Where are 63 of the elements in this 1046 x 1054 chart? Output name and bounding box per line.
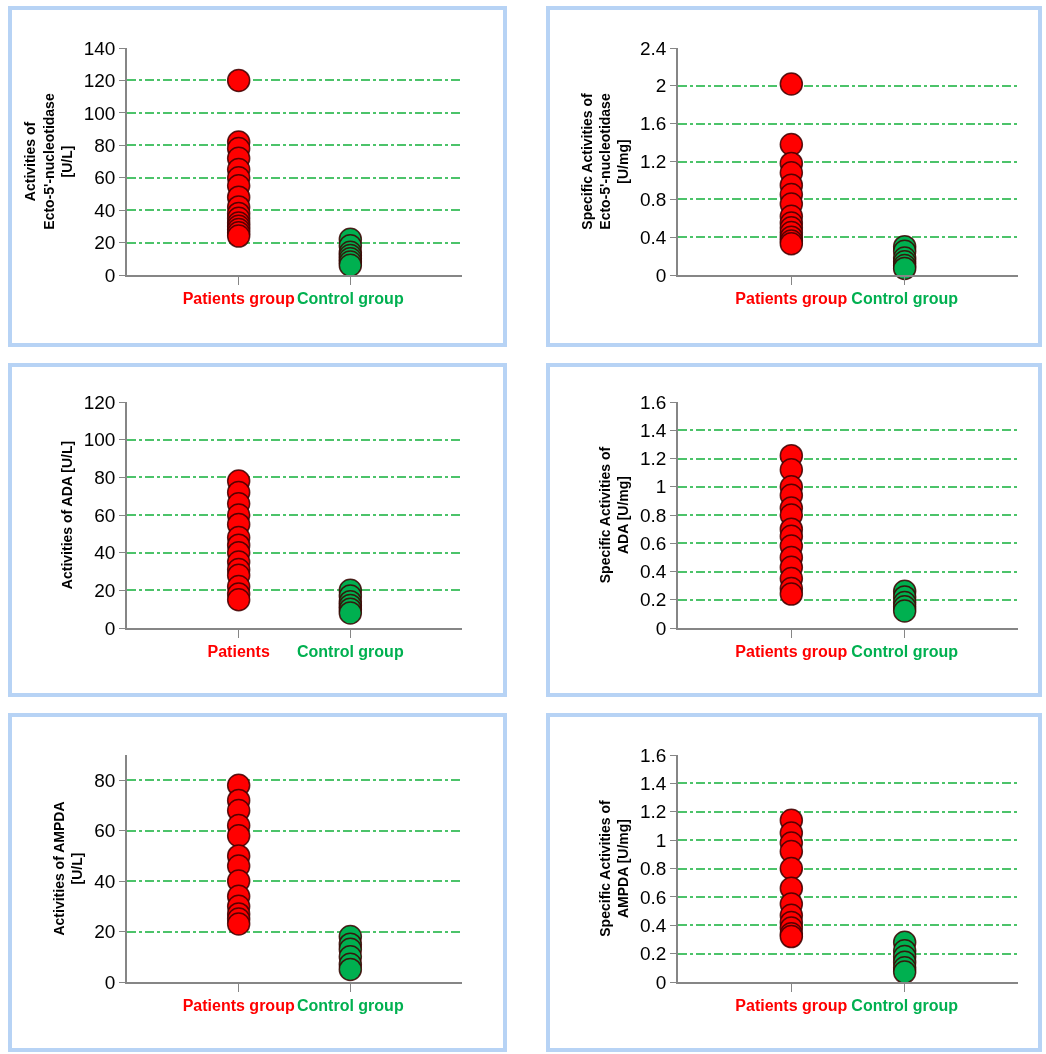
- x-tick-label: Control group: [297, 289, 404, 307]
- x-tick-label: Control group: [851, 642, 959, 660]
- y-tick-label: 80: [94, 769, 116, 791]
- y-tick-label: 0: [655, 971, 667, 993]
- y-tick-label: 80: [94, 134, 116, 156]
- y-tick-label: 100: [83, 429, 116, 451]
- y-axis-title: Specific Activities of Ecto-5'-nucleotidase [U/mg]: [578, 92, 632, 230]
- y-tick-label: 1.2: [640, 448, 667, 470]
- y-tick-label: 1.6: [640, 744, 667, 766]
- y-tick-label: 40: [94, 870, 116, 892]
- y-tick-label: 60: [94, 504, 116, 526]
- x-tick-label: Patients group: [735, 289, 848, 307]
- y-tick-label: 0.4: [640, 914, 667, 936]
- y-tick-label: 0.8: [640, 858, 667, 880]
- y-tick-label: 0.4: [640, 561, 667, 583]
- y-tick-label: 60: [94, 167, 116, 189]
- y-tick-label: 1.6: [640, 113, 667, 135]
- y-tick-label: 1: [655, 829, 667, 851]
- y-tick-label: 0: [104, 971, 116, 993]
- y-tick-label: 1.2: [640, 151, 667, 173]
- y-tick-label: 0: [104, 264, 116, 286]
- y-tick-label: 60: [94, 820, 116, 842]
- y-tick-label: 100: [83, 102, 116, 124]
- x-tick-label: Patients group: [735, 642, 848, 660]
- y-tick-label: 1: [655, 476, 667, 498]
- y-axis-title: Specific Activities of AMPDA [U/mg]: [596, 799, 632, 937]
- y-tick-label: 140: [83, 37, 116, 59]
- y-tick-label: 1.4: [640, 419, 667, 441]
- y-tick-label: 20: [94, 921, 116, 943]
- x-tick-label: Patients: [207, 642, 270, 660]
- y-tick-label: 40: [94, 199, 116, 221]
- y-tick-label: 40: [94, 542, 116, 564]
- y-axis-title: Activities of AMPDA [U/L]: [51, 801, 86, 936]
- y-tick-label: 80: [94, 466, 116, 488]
- y-tick-label: 1.6: [640, 391, 667, 413]
- y-tick-label: 0.6: [640, 886, 667, 908]
- y-tick-label: 0: [104, 617, 116, 639]
- x-tick-label: Patients group: [182, 996, 295, 1014]
- y-axis-title: Specific Activities of ADA [U/mg]: [596, 446, 632, 584]
- y-tick-label: 2.4: [640, 37, 667, 59]
- y-tick-label: 0: [655, 617, 667, 639]
- y-tick-label: 120: [83, 70, 116, 92]
- y-tick-label: 0.6: [640, 532, 667, 554]
- x-tick-label: Control group: [851, 996, 959, 1014]
- y-tick-label: 0.2: [640, 943, 667, 965]
- y-axis-title: Activities of ADA [U/L]: [58, 440, 75, 590]
- y-tick-label: 20: [94, 232, 116, 254]
- y-tick-label: 0.4: [640, 226, 667, 248]
- y-tick-label: 0.8: [640, 504, 667, 526]
- y-tick-label: 0: [655, 264, 667, 286]
- x-tick-label: Patients group: [182, 289, 295, 307]
- y-tick-label: 0.2: [640, 589, 667, 611]
- x-tick-label: Control group: [297, 996, 404, 1014]
- x-tick-label: Control group: [851, 289, 959, 307]
- y-axis-title: Activities of Ecto-5'-nucleotidase [U/L]: [22, 93, 75, 230]
- x-tick-label: Patients group: [735, 996, 848, 1014]
- y-tick-label: 1.4: [640, 773, 667, 795]
- y-tick-label: 20: [94, 579, 116, 601]
- y-tick-label: 1.2: [640, 801, 667, 823]
- y-tick-label: 0.8: [640, 188, 667, 210]
- y-tick-label: 120: [83, 391, 116, 413]
- x-tick-label: Control group: [297, 642, 404, 660]
- y-tick-label: 2: [655, 75, 667, 97]
